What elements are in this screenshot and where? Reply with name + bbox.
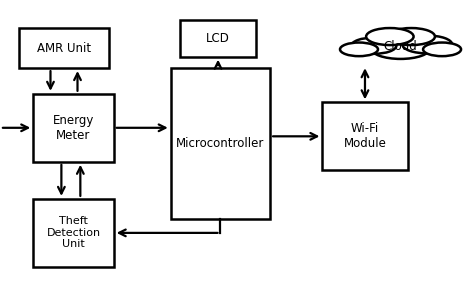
Ellipse shape (371, 37, 430, 59)
Text: Theft
Detection
Unit: Theft Detection Unit (46, 216, 100, 249)
Ellipse shape (340, 43, 378, 56)
Ellipse shape (423, 43, 461, 56)
Ellipse shape (351, 38, 396, 54)
Ellipse shape (387, 28, 435, 45)
Text: Microcontroller: Microcontroller (176, 137, 264, 150)
Bar (171, 68, 270, 219)
Bar (19, 28, 109, 68)
Bar (33, 94, 114, 162)
Bar (33, 199, 114, 267)
Text: AMR Unit: AMR Unit (37, 42, 91, 55)
Text: Cloud: Cloud (383, 40, 418, 53)
Text: LCD: LCD (206, 32, 230, 45)
Text: Energy
Meter: Energy Meter (53, 114, 94, 142)
Ellipse shape (366, 28, 414, 45)
Text: Wi-Fi
Module: Wi-Fi Module (344, 122, 386, 150)
Ellipse shape (402, 36, 452, 53)
Bar (322, 102, 408, 170)
Bar (180, 20, 256, 57)
